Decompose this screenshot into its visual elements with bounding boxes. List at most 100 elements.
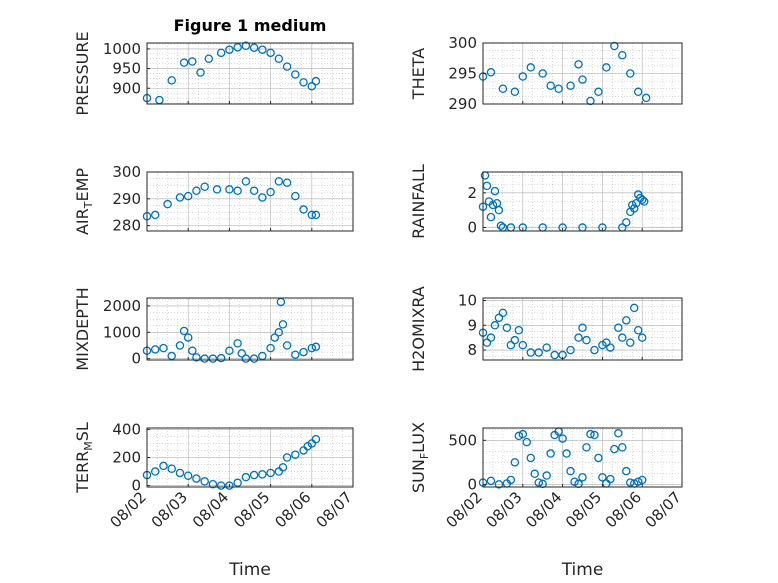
- data-point: [622, 466, 631, 476]
- data-point: [594, 87, 603, 97]
- y-axis-label: TERRMSL: [73, 422, 95, 494]
- data-point: [196, 68, 205, 77]
- data-point: [179, 58, 189, 67]
- data-point: [212, 185, 222, 194]
- x-tick-label: 08/02: [107, 488, 150, 531]
- data-point: [274, 177, 284, 186]
- data-point: [610, 41, 619, 51]
- x-tick-label: 08/07: [313, 488, 356, 531]
- data-point: [208, 479, 218, 489]
- y-tick-label: 2: [467, 184, 477, 202]
- data-point: [311, 210, 321, 220]
- data-point: [183, 471, 193, 481]
- data-point: [270, 333, 279, 342]
- data-point: [526, 348, 536, 357]
- data-point: [629, 204, 639, 213]
- data-point: [216, 48, 226, 58]
- data-point: [554, 84, 563, 94]
- x-tick-label: 08/04: [522, 488, 565, 531]
- data-point: [622, 218, 631, 227]
- data-point: [249, 186, 259, 196]
- data-point: [183, 191, 193, 201]
- data-point: [586, 429, 595, 439]
- x-tick-label: 08/06: [271, 488, 314, 531]
- data-point: [614, 323, 623, 333]
- y-axis-label: MIXDEPTH: [73, 287, 92, 370]
- data-point: [208, 354, 218, 363]
- x-tick-label: 08/05: [562, 488, 605, 531]
- data-point: [534, 348, 543, 357]
- data-point: [542, 343, 551, 352]
- data-point: [590, 345, 599, 355]
- data-point: [192, 474, 201, 483]
- data-point: [498, 308, 508, 318]
- data-point: [258, 193, 267, 202]
- data-point: [546, 449, 555, 458]
- data-point: [637, 195, 647, 205]
- data-point: [216, 353, 226, 363]
- data-point: [225, 481, 234, 490]
- data-point: [241, 472, 251, 482]
- data-point: [558, 434, 567, 443]
- x-tick-label: 08/06: [602, 488, 645, 531]
- data-point: [299, 78, 308, 87]
- data-point: [566, 81, 575, 90]
- x-tick-label: 08/07: [642, 488, 685, 531]
- data-point: [633, 87, 643, 97]
- data-point: [496, 221, 506, 231]
- data-point: [518, 72, 528, 81]
- data-point: [574, 479, 583, 489]
- data-point: [266, 48, 275, 58]
- data-point: [150, 210, 160, 220]
- data-point: [494, 205, 504, 215]
- data-point: [626, 478, 635, 487]
- plot-area: [483, 428, 682, 487]
- data-point: [510, 335, 520, 345]
- data-point: [486, 212, 496, 222]
- y-tick-label: 1000: [103, 40, 141, 58]
- data-point: [562, 449, 571, 458]
- data-point: [602, 63, 611, 72]
- data-point: [307, 82, 317, 91]
- data-point: [550, 350, 559, 360]
- data-point: [566, 345, 575, 355]
- y-tick-label: 295: [448, 65, 477, 83]
- data-point: [192, 353, 201, 362]
- data-point: [291, 191, 300, 201]
- data-point: [175, 468, 185, 478]
- data-point: [200, 477, 209, 486]
- data-point: [216, 481, 226, 490]
- data-point: [299, 347, 308, 357]
- data-point: [486, 333, 496, 342]
- data-point: [538, 69, 547, 78]
- data-point: [278, 463, 288, 472]
- data-point: [494, 480, 504, 489]
- data-point: [526, 63, 536, 72]
- data-point: [225, 185, 234, 194]
- data-point: [266, 468, 275, 478]
- data-point: [526, 453, 536, 463]
- data-point: [266, 343, 275, 353]
- axes-box: [482, 171, 683, 232]
- data-point: [249, 470, 259, 480]
- data-point: [633, 477, 643, 486]
- data-point: [175, 341, 185, 350]
- data-point: [233, 186, 242, 196]
- data-point: [510, 87, 520, 97]
- data-point: [258, 470, 267, 479]
- axes-box: [146, 297, 354, 361]
- data-point: [200, 182, 209, 191]
- subplot-7: 0 200 400 TERRMSL 08/0208/0308/0408/0508/060…: [73, 420, 356, 580]
- data-point: [282, 453, 292, 462]
- data-point: [282, 341, 292, 350]
- y-tick-label: 290: [112, 190, 141, 208]
- data-point: [594, 453, 603, 463]
- data-point: [582, 443, 591, 452]
- data-point: [530, 469, 539, 479]
- y-tick-label: 500: [448, 431, 477, 449]
- data-point: [249, 354, 259, 363]
- data-point: [311, 76, 321, 86]
- data-point: [610, 444, 619, 454]
